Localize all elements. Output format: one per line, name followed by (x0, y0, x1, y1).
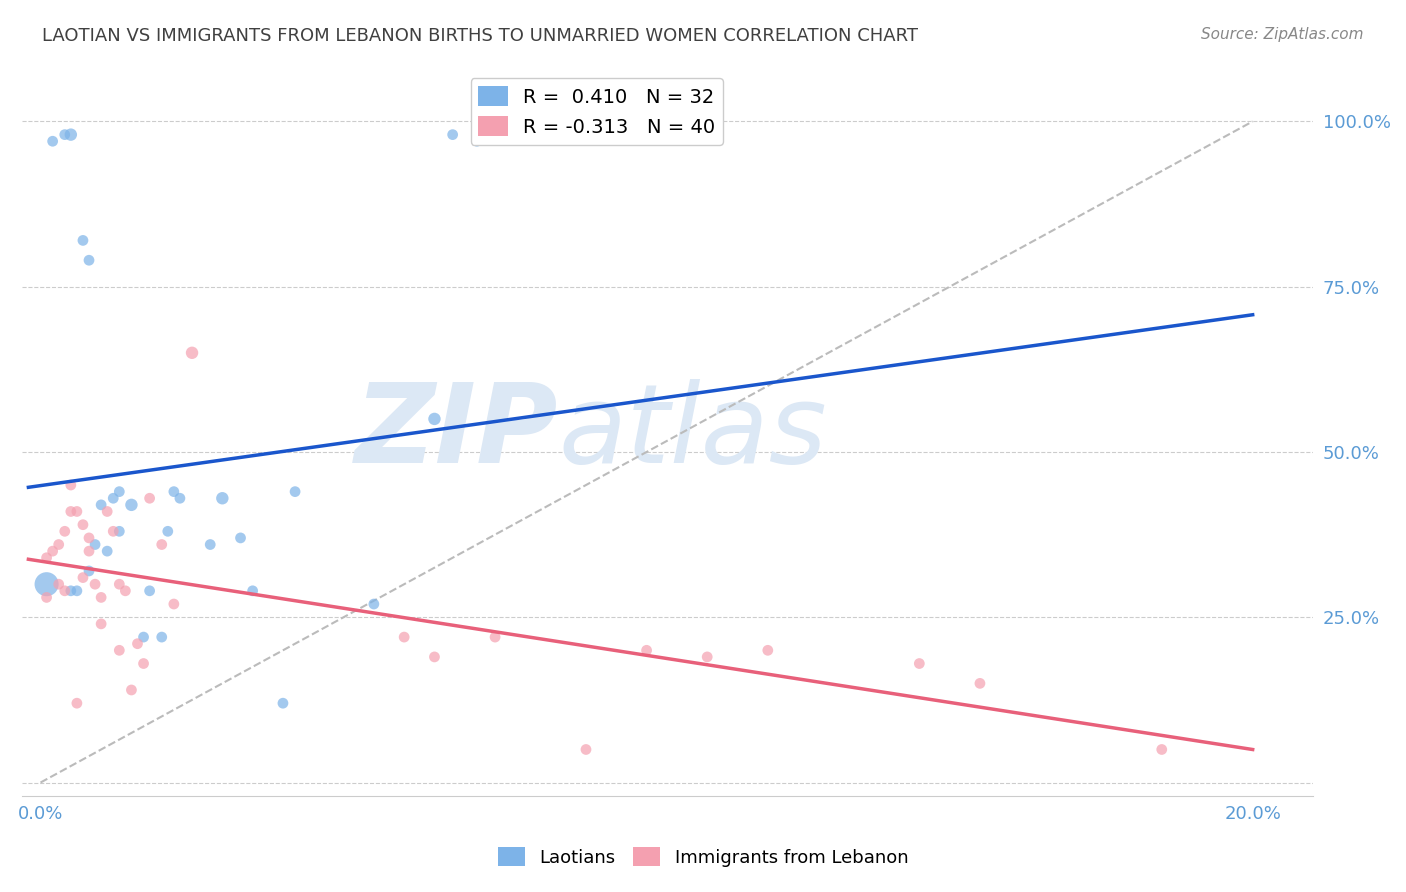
Point (41, 544, 63, 558)
Point (132, 657, 155, 671)
Point (66, 583, 89, 598)
Point (423, 412, 446, 426)
Point (72, 234, 94, 248)
Point (120, 498, 142, 512)
Point (120, 683, 142, 698)
Text: atlas: atlas (558, 378, 827, 485)
Point (96, 504, 118, 518)
Point (114, 583, 136, 598)
Point (156, 524, 179, 539)
Point (108, 643, 131, 657)
Point (1150, 742, 1173, 756)
Point (108, 484, 131, 499)
Point (132, 630, 155, 644)
Point (200, 537, 222, 551)
Point (35, 591, 58, 605)
Point (150, 630, 173, 644)
Point (77, 531, 100, 545)
Point (575, 742, 598, 756)
Point (127, 637, 149, 651)
Point (138, 583, 160, 598)
Point (441, 128, 464, 142)
Point (77, 253, 100, 268)
Point (908, 657, 931, 671)
Point (465, 134, 488, 148)
Point (48, 577, 70, 591)
Point (392, 630, 415, 644)
Point (138, 491, 160, 506)
Point (53, 128, 76, 142)
Point (423, 649, 446, 664)
Point (59, 583, 82, 598)
Point (284, 484, 307, 499)
Point (636, 643, 658, 657)
Point (696, 649, 718, 664)
Point (103, 524, 125, 539)
Point (35, 550, 58, 565)
Point (242, 583, 264, 598)
Point (103, 491, 125, 506)
Text: Source: ZipAtlas.com: Source: ZipAtlas.com (1201, 27, 1364, 42)
Point (53, 583, 76, 598)
Point (72, 571, 94, 585)
Point (84, 577, 107, 591)
Point (90, 591, 112, 605)
Point (271, 696, 294, 710)
Text: LAOTIAN VS IMMIGRANTS FROM LEBANON BIRTHS TO UNMARRIED WOMEN CORRELATION CHART: LAOTIAN VS IMMIGRANTS FROM LEBANON BIRTH… (42, 27, 918, 45)
Point (66, 696, 89, 710)
Point (72, 517, 94, 532)
Text: ZIP: ZIP (354, 378, 558, 485)
Point (66, 504, 89, 518)
Point (59, 504, 82, 518)
Point (484, 630, 506, 644)
Point (229, 531, 252, 545)
Point (150, 537, 173, 551)
Point (77, 544, 100, 558)
Point (90, 616, 112, 631)
Point (59, 478, 82, 492)
Point (108, 524, 131, 539)
Point (181, 346, 204, 360)
Point (756, 643, 779, 657)
Point (77, 564, 100, 578)
Point (169, 491, 191, 506)
Point (163, 597, 186, 611)
Legend: Laotians, Immigrants from Lebanon: Laotians, Immigrants from Lebanon (491, 840, 915, 874)
Point (90, 498, 112, 512)
Legend: R =  0.410   N = 32, R = -0.313   N = 40: R = 0.410 N = 32, R = -0.313 N = 40 (471, 78, 723, 145)
Point (969, 676, 991, 690)
Point (363, 597, 385, 611)
Point (48, 537, 70, 551)
Point (41, 134, 63, 148)
Point (211, 491, 233, 506)
Point (108, 577, 131, 591)
Point (35, 577, 58, 591)
Point (53, 524, 76, 539)
Point (59, 128, 82, 142)
Point (84, 537, 107, 551)
Point (96, 544, 118, 558)
Point (163, 484, 186, 499)
